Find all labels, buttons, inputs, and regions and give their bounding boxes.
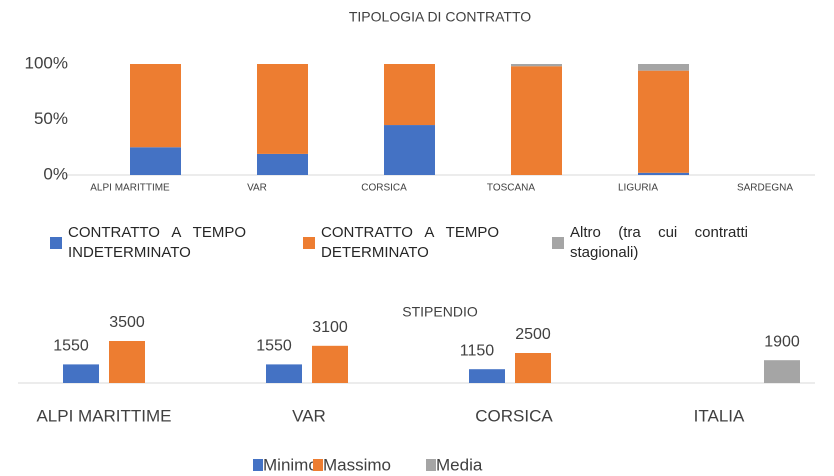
bar-segment: [511, 64, 562, 67]
x-tick-label: VAR: [292, 406, 326, 425]
bar-segment: [511, 66, 562, 175]
legend-label: Massimo: [323, 455, 391, 474]
data-label: 3100: [312, 319, 348, 336]
y-tick-label: 50%: [34, 109, 68, 128]
legend-label: CONTRATTO A TEMPO DETERMINATO: [321, 224, 499, 261]
data-label: 1550: [53, 338, 89, 355]
x-tick-label: ALPI MARITTIME: [36, 406, 171, 425]
chart-title: TIPOLOGIA DI CONTRATTO: [349, 9, 531, 25]
bar: [764, 360, 800, 383]
bar: [109, 341, 145, 383]
x-tick-label: ALPI MARITTIME: [90, 183, 170, 194]
x-tick-label: CORSICA: [361, 183, 407, 194]
bar-segment: [257, 64, 308, 154]
legend-label: Minimo: [263, 455, 318, 474]
chart-title: STIPENDIO: [402, 304, 478, 320]
legend-swatch: [552, 237, 564, 249]
bar-segment: [257, 153, 308, 175]
legend-swatch: [50, 237, 62, 249]
legend-swatch: [313, 459, 323, 471]
bar-segment: [384, 125, 435, 175]
data-label: 1900: [764, 333, 800, 350]
bar-segment: [130, 64, 181, 148]
bar: [63, 364, 99, 383]
legend-label: CONTRATTO A TEMPO INDETERMINATO: [68, 224, 246, 261]
bar: [312, 345, 348, 383]
bar: [469, 369, 505, 383]
x-tick-label: ITALIA: [694, 406, 745, 425]
x-tick-label: VAR: [247, 183, 267, 194]
legend-label: Media: [436, 455, 483, 474]
x-tick-label: LIGURIA: [618, 183, 658, 194]
data-label: 2500: [515, 326, 551, 343]
legend-label: Altro (tra cui contratti stagionali): [570, 224, 748, 261]
x-tick-label: TOSCANA: [487, 183, 535, 194]
x-tick-label: SARDEGNA: [737, 183, 793, 194]
bar-segment: [638, 70, 689, 173]
bar: [266, 364, 302, 383]
bar: [515, 353, 551, 383]
x-tick-label: CORSICA: [475, 406, 553, 425]
y-tick-label: 0%: [43, 164, 68, 183]
bar-segment: [638, 64, 689, 71]
bar-segment: [384, 64, 435, 126]
data-label: 3500: [109, 314, 145, 331]
data-label: 1550: [256, 338, 292, 355]
data-label: 1150: [460, 342, 495, 359]
legend-swatch: [303, 237, 315, 249]
legend-swatch: [253, 459, 263, 471]
bar-segment: [130, 147, 181, 175]
bar-segment: [638, 172, 689, 175]
legend-swatch: [426, 459, 436, 471]
y-tick-label: 100%: [25, 53, 68, 72]
